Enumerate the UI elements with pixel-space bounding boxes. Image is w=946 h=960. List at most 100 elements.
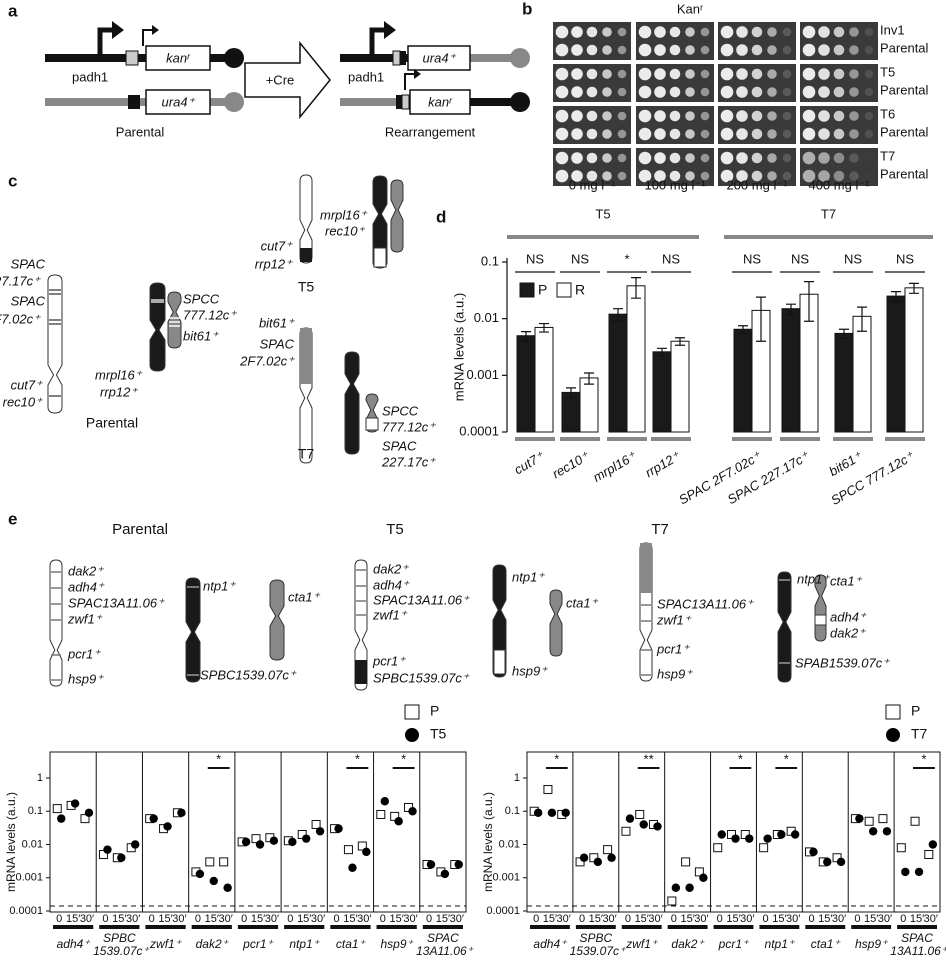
- x-tick-label: 30′: [832, 913, 846, 925]
- segment: [814, 614, 827, 626]
- colony-spot: [638, 43, 652, 57]
- y-tick-label: 0.0001: [9, 905, 43, 917]
- colony-spot: [818, 152, 830, 164]
- colony-spot: [818, 44, 830, 56]
- gene-label: ntp1⁺: [203, 578, 236, 593]
- colony-spot: [571, 86, 583, 98]
- gene-label: bit61⁺: [259, 315, 295, 330]
- colony-spot: [751, 170, 763, 182]
- colony-spot: [736, 44, 748, 56]
- chromosome: [149, 282, 166, 372]
- x-tick-label: 0: [287, 913, 293, 925]
- point: [70, 799, 80, 808]
- gene-box: [145, 89, 211, 115]
- y-axis-title: mRNA levels (a.u.): [451, 293, 466, 401]
- colony-spot: [654, 170, 666, 182]
- bar: [886, 295, 906, 433]
- label: Parental: [116, 124, 165, 139]
- chromosome: [354, 559, 368, 691]
- colony-spot: [602, 171, 612, 181]
- colony-spot: [571, 68, 583, 80]
- point: [255, 840, 265, 849]
- promoter-arrowhead: [112, 21, 124, 39]
- x-tick-label: mrpl16⁺: [590, 448, 639, 485]
- point: [426, 860, 436, 869]
- gene-label: zwf1⁺: [656, 612, 692, 627]
- colony-spot: [720, 85, 734, 99]
- strain-caption: Parental: [112, 521, 168, 538]
- point: [667, 896, 677, 906]
- label-line: SPAC: [427, 931, 459, 945]
- gene-label: hsp9⁺: [68, 671, 104, 686]
- y-tick-label: 0.001: [492, 872, 520, 884]
- colony-spot: [833, 128, 845, 140]
- colony-spot: [767, 45, 777, 55]
- telomere: [510, 48, 530, 68]
- segment: [640, 543, 652, 593]
- gene-label: mrpl16⁺: [320, 207, 368, 222]
- x-tick-label: 30′: [740, 913, 754, 925]
- x-tick-label: 0: [334, 913, 340, 925]
- x-tick-label: SPAC 227.17c⁺: [725, 448, 812, 507]
- colony-spot: [736, 128, 748, 140]
- lox-site: [392, 50, 401, 66]
- point: [561, 808, 570, 817]
- promoter-arrow: [97, 27, 114, 54]
- colony-spot: [669, 110, 681, 122]
- x-tick-label: 30′: [172, 913, 186, 925]
- gene-label: rec10⁺: [3, 394, 44, 409]
- promoter-arrowhead: [414, 69, 421, 79]
- x-tick-label: 0: [579, 913, 585, 925]
- gene-label: pcr1⁺: [372, 653, 406, 668]
- colony-spot: [638, 151, 652, 165]
- x-tick-label: 0: [102, 913, 108, 925]
- point: [408, 807, 417, 816]
- point: [928, 840, 938, 849]
- colony-spot: [818, 26, 830, 38]
- category-label: SPAC 13A11.06⁺: [887, 931, 946, 958]
- colony-spot: [669, 152, 681, 164]
- colony-spot: [782, 69, 792, 79]
- row-label: Parental: [880, 124, 929, 139]
- gene-label: pcr1⁺: [67, 646, 101, 661]
- chromosome: [344, 351, 360, 455]
- category-label: cta1⁺: [811, 937, 842, 951]
- x-tick-label: 15′: [158, 913, 172, 925]
- x-tick-label: rec10⁺: [550, 448, 593, 481]
- category-label: cta1⁺: [336, 937, 367, 951]
- gene-label: SPAC: [382, 438, 417, 453]
- colony-spot: [586, 68, 598, 80]
- label: ura4⁺: [423, 50, 457, 65]
- chromosome: [49, 559, 63, 687]
- colony-spot: [555, 43, 569, 57]
- point: [868, 827, 878, 836]
- colony-spot: [571, 26, 583, 38]
- colony-spot: [736, 170, 748, 182]
- legend-label: P: [430, 703, 439, 719]
- colony-spot: [864, 111, 874, 121]
- bar: [534, 326, 554, 433]
- x-tick-label: 0: [900, 913, 906, 925]
- colony-spot: [685, 129, 695, 139]
- significance-label: *: [401, 751, 406, 766]
- colony-spot: [555, 169, 569, 183]
- colony-spot: [720, 67, 734, 81]
- category-label: SPBC 1539.07c⁺: [566, 931, 627, 958]
- point: [533, 808, 543, 817]
- gene-label: rec10⁺: [325, 223, 366, 238]
- colony-spot: [864, 45, 874, 55]
- category-bar: [607, 437, 647, 441]
- y-tick-label: 0.1: [481, 253, 499, 268]
- category-bar: [515, 437, 555, 441]
- x-tick-label: 30′: [924, 913, 938, 925]
- colony-spot: [555, 25, 569, 39]
- y-tick-label: 1: [514, 772, 520, 784]
- label-line: SPAC: [901, 931, 933, 945]
- point: [896, 843, 906, 853]
- point: [223, 883, 232, 892]
- category-label: ntp1⁺: [765, 937, 796, 951]
- colony-spot: [669, 68, 681, 80]
- colony-spot: [586, 170, 598, 182]
- bar: [834, 332, 854, 433]
- gene-label: SPAC: [11, 293, 46, 308]
